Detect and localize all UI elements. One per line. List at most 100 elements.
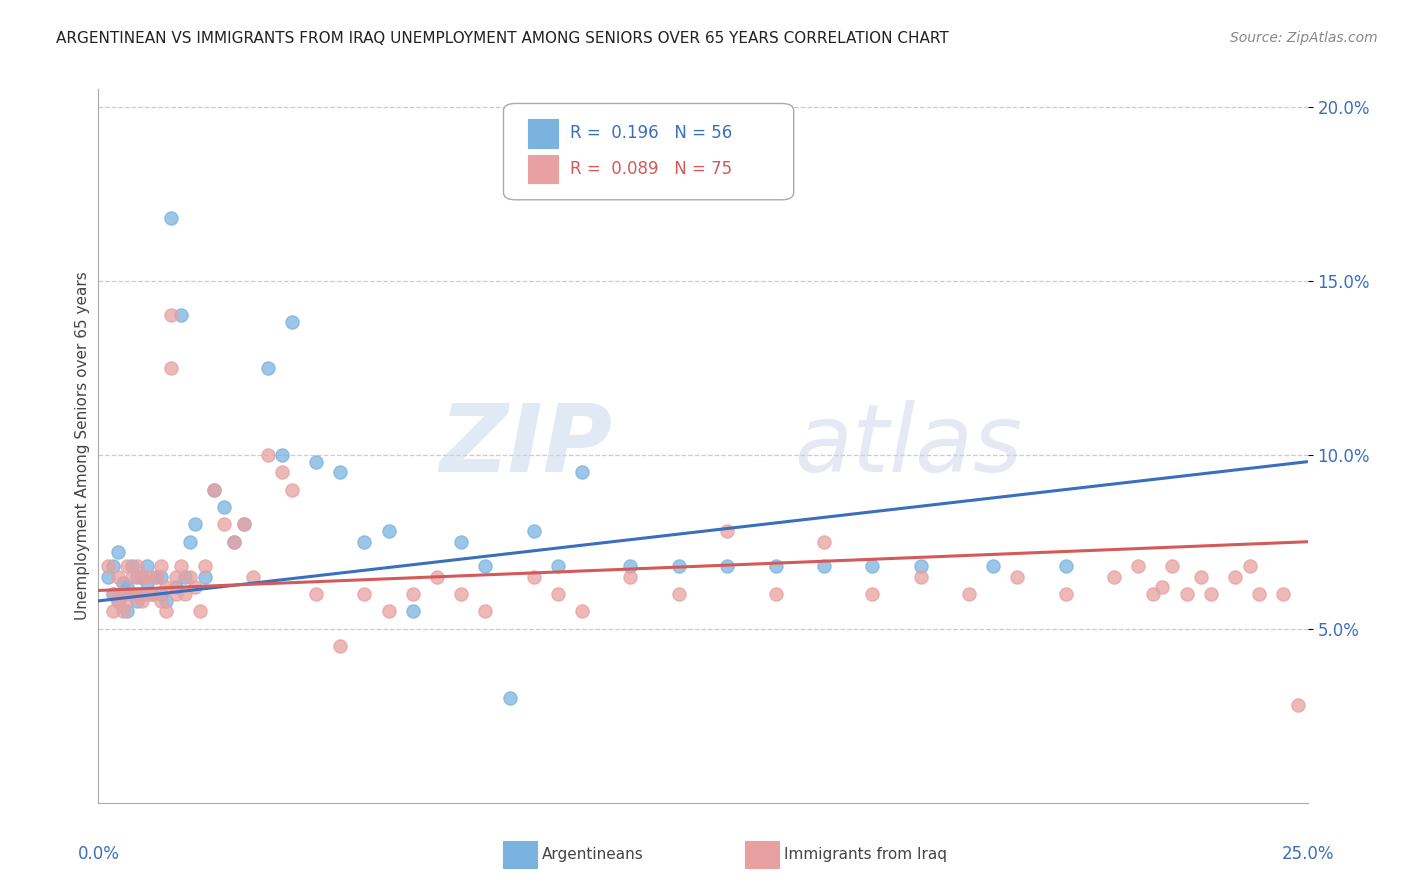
Point [150, 587, 173, 601]
Point [145, 569, 167, 583]
Text: 25.0%: 25.0% [1281, 845, 1334, 863]
Point [716, 559, 738, 574]
Point [160, 360, 183, 375]
Point [101, 604, 124, 618]
Point [107, 594, 129, 608]
Point [111, 587, 134, 601]
Point [160, 211, 183, 225]
Point [121, 559, 143, 574]
Point [426, 569, 449, 583]
Point [135, 576, 157, 591]
Point [910, 569, 932, 583]
Point [668, 559, 690, 574]
Point [765, 587, 787, 601]
Point [377, 604, 399, 618]
Point [523, 569, 546, 583]
Point [131, 594, 153, 608]
FancyBboxPatch shape [527, 120, 558, 148]
Point [101, 587, 124, 601]
Point [155, 604, 177, 618]
Text: Source: ZipAtlas.com: Source: ZipAtlas.com [1230, 31, 1378, 45]
Point [1128, 559, 1150, 574]
Point [1102, 569, 1125, 583]
Point [150, 594, 173, 608]
Point [1007, 569, 1029, 583]
Text: atlas: atlas [793, 401, 1022, 491]
Point [716, 524, 738, 539]
Point [981, 559, 1004, 574]
FancyBboxPatch shape [503, 103, 793, 200]
Point [127, 587, 149, 601]
Point [145, 569, 167, 583]
Point [1272, 587, 1295, 601]
Point [547, 587, 569, 601]
Point [765, 559, 787, 574]
Point [1189, 569, 1212, 583]
Point [101, 587, 124, 601]
Point [1249, 587, 1271, 601]
Point [121, 587, 143, 601]
Point [135, 569, 157, 583]
Point [107, 569, 129, 583]
Point [141, 587, 163, 601]
Point [571, 465, 593, 479]
FancyBboxPatch shape [503, 840, 537, 868]
Point [194, 569, 217, 583]
Point [353, 587, 375, 601]
Text: Immigrants from Iraq: Immigrants from Iraq [785, 847, 948, 862]
Point [184, 517, 207, 532]
Point [117, 594, 139, 608]
Point [204, 483, 226, 497]
Y-axis label: Unemployment Among Seniors over 65 years: Unemployment Among Seniors over 65 years [75, 272, 90, 620]
Point [117, 580, 139, 594]
Text: Argentineans: Argentineans [543, 847, 644, 862]
Text: R =  0.196   N = 56: R = 0.196 N = 56 [569, 125, 733, 143]
Point [169, 559, 191, 574]
Point [174, 587, 197, 601]
Point [281, 315, 304, 329]
Point [222, 534, 245, 549]
Point [194, 559, 217, 574]
Text: ZIP: ZIP [440, 400, 613, 492]
Point [127, 594, 149, 608]
Point [107, 545, 129, 559]
Point [1054, 587, 1077, 601]
Point [242, 569, 264, 583]
Point [571, 604, 593, 618]
Point [179, 534, 201, 549]
Point [329, 465, 352, 479]
Point [179, 569, 201, 583]
Point [271, 465, 294, 479]
Point [450, 587, 472, 601]
Text: R =  0.089   N = 75: R = 0.089 N = 75 [569, 161, 733, 178]
Point [155, 580, 177, 594]
Point [402, 587, 425, 601]
Point [141, 587, 163, 601]
Point [127, 559, 149, 574]
Point [256, 360, 278, 375]
Point [256, 448, 278, 462]
Point [232, 517, 254, 532]
Point [121, 587, 143, 601]
Point [232, 517, 254, 532]
Point [813, 559, 835, 574]
Point [1175, 587, 1198, 601]
Point [212, 500, 235, 514]
Point [1152, 580, 1174, 594]
FancyBboxPatch shape [527, 155, 558, 184]
Point [111, 576, 134, 591]
Point [619, 569, 641, 583]
Point [523, 524, 546, 539]
Point [860, 587, 883, 601]
Point [131, 587, 153, 601]
FancyBboxPatch shape [745, 840, 779, 868]
Point [281, 483, 304, 497]
Point [1199, 587, 1222, 601]
Point [222, 534, 245, 549]
Point [107, 594, 129, 608]
Point [165, 569, 187, 583]
Point [131, 569, 153, 583]
Point [155, 594, 177, 608]
Text: ARGENTINEAN VS IMMIGRANTS FROM IRAQ UNEMPLOYMENT AMONG SENIORS OVER 65 YEARS COR: ARGENTINEAN VS IMMIGRANTS FROM IRAQ UNEM… [56, 31, 949, 46]
Point [271, 448, 294, 462]
